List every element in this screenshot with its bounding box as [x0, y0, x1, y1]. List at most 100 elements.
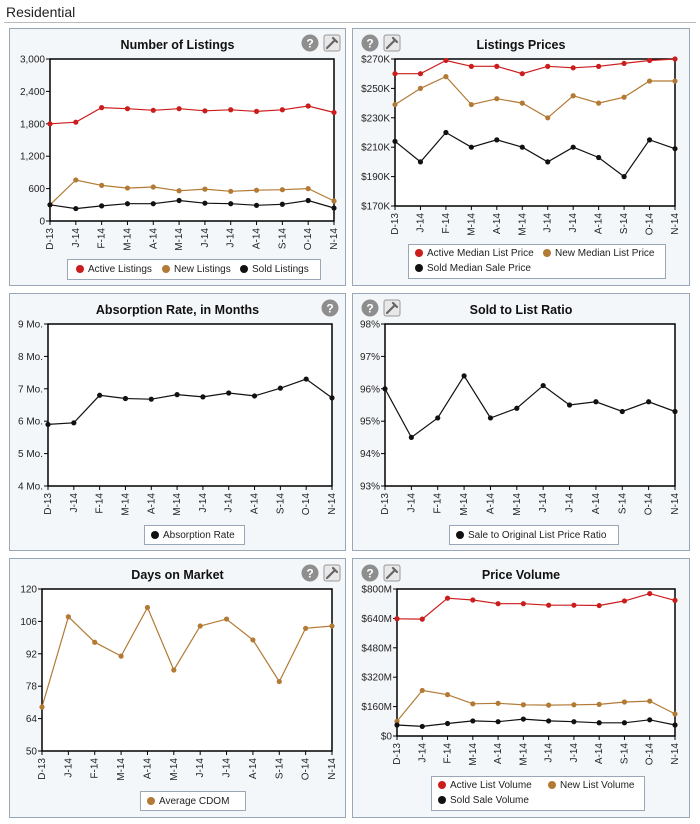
data-point[interactable] [394, 616, 400, 622]
data-point[interactable] [228, 201, 234, 207]
legend-item-active-listings[interactable]: Active Listings [76, 264, 152, 275]
data-point[interactable] [419, 723, 425, 730]
data-point[interactable] [672, 408, 678, 415]
data-point[interactable] [124, 201, 131, 207]
data-point[interactable] [444, 595, 451, 601]
data-point[interactable] [545, 63, 551, 69]
data-point[interactable] [331, 205, 337, 211]
data-point[interactable] [619, 408, 625, 415]
data-point[interactable] [417, 85, 424, 91]
legend-item-new-median[interactable]: New Median List Price [543, 248, 654, 259]
settings-wrench-icon[interactable] [383, 564, 401, 582]
data-point[interactable] [647, 590, 653, 597]
legend-item-cdom[interactable]: Average CDOM [147, 796, 229, 807]
data-point[interactable] [520, 702, 526, 708]
data-point[interactable] [303, 625, 309, 631]
data-point[interactable] [419, 687, 425, 694]
data-point[interactable] [470, 718, 476, 724]
data-point[interactable] [97, 392, 103, 398]
data-point[interactable] [570, 93, 576, 99]
help-icon[interactable]: ? [321, 299, 339, 317]
data-point[interactable] [646, 137, 653, 143]
data-point[interactable] [672, 711, 678, 717]
settings-wrench-icon[interactable] [323, 564, 341, 582]
settings-wrench-icon[interactable] [323, 34, 341, 52]
data-point[interactable] [444, 692, 451, 698]
data-point[interactable] [468, 63, 474, 69]
data-point[interactable] [621, 60, 627, 67]
data-point[interactable] [621, 94, 627, 100]
data-point[interactable] [621, 598, 628, 604]
data-point[interactable] [392, 71, 398, 77]
data-point[interactable] [570, 144, 576, 150]
data-point[interactable] [647, 717, 653, 723]
help-icon[interactable]: ? [361, 299, 379, 317]
data-point[interactable] [566, 402, 573, 408]
data-point[interactable] [647, 698, 653, 704]
data-point[interactable] [277, 385, 283, 391]
data-point[interactable] [495, 700, 501, 706]
data-point[interactable] [545, 159, 551, 165]
data-point[interactable] [253, 187, 260, 193]
help-icon[interactable]: ? [301, 34, 319, 52]
legend-item-sold-median[interactable]: Sold Median Sale Price [415, 263, 531, 274]
data-point[interactable] [435, 415, 441, 421]
data-point[interactable] [571, 719, 577, 725]
help-icon[interactable]: ? [361, 564, 379, 582]
data-point[interactable] [419, 616, 425, 622]
data-point[interactable] [520, 601, 526, 607]
data-point[interactable] [596, 100, 602, 106]
data-point[interactable] [99, 203, 105, 209]
legend-item-ratio[interactable]: Sale to Original List Price Ratio [456, 530, 606, 541]
data-point[interactable] [39, 704, 45, 710]
data-point[interactable] [71, 420, 77, 426]
data-point[interactable] [570, 65, 576, 71]
data-point[interactable] [672, 146, 678, 152]
data-point[interactable] [519, 71, 525, 77]
legend-item-active-volume[interactable]: Active List Volume [438, 780, 532, 791]
data-point[interactable] [92, 639, 98, 645]
data-point[interactable] [443, 129, 449, 136]
data-point[interactable] [118, 653, 124, 659]
data-point[interactable] [646, 78, 653, 84]
data-point[interactable] [468, 101, 474, 108]
data-point[interactable] [596, 63, 602, 69]
data-point[interactable] [200, 394, 206, 400]
data-point[interactable] [279, 187, 285, 193]
data-point[interactable] [250, 637, 256, 643]
data-point[interactable] [47, 121, 53, 127]
data-point[interactable] [99, 105, 105, 111]
data-point[interactable] [495, 719, 501, 725]
data-point[interactable] [150, 201, 156, 207]
data-point[interactable] [519, 144, 525, 150]
settings-wrench-icon[interactable] [383, 34, 401, 52]
data-point[interactable] [202, 186, 208, 192]
data-point[interactable] [417, 71, 424, 77]
data-point[interactable] [65, 614, 71, 620]
data-point[interactable] [408, 434, 414, 440]
data-point[interactable] [202, 200, 208, 206]
data-point[interactable] [546, 602, 552, 608]
data-point[interactable] [122, 395, 129, 402]
data-point[interactable] [646, 399, 652, 405]
data-point[interactable] [47, 202, 53, 208]
data-point[interactable] [305, 103, 311, 109]
data-point[interactable] [329, 623, 335, 629]
data-point[interactable] [520, 716, 526, 722]
data-point[interactable] [253, 108, 260, 114]
data-point[interactable] [621, 174, 627, 180]
data-point[interactable] [540, 382, 546, 389]
settings-wrench-icon[interactable] [383, 299, 401, 317]
data-point[interactable] [197, 623, 203, 629]
data-point[interactable] [514, 405, 520, 411]
data-point[interactable] [223, 616, 230, 622]
data-point[interactable] [276, 678, 282, 685]
data-point[interactable] [73, 177, 79, 183]
data-point[interactable] [546, 702, 552, 708]
data-point[interactable] [253, 202, 260, 208]
legend-item-absorption[interactable]: Absorption Rate [151, 530, 235, 541]
data-point[interactable] [303, 376, 309, 382]
help-icon[interactable]: ? [361, 34, 379, 52]
data-point[interactable] [176, 197, 182, 204]
data-point[interactable] [417, 159, 424, 165]
